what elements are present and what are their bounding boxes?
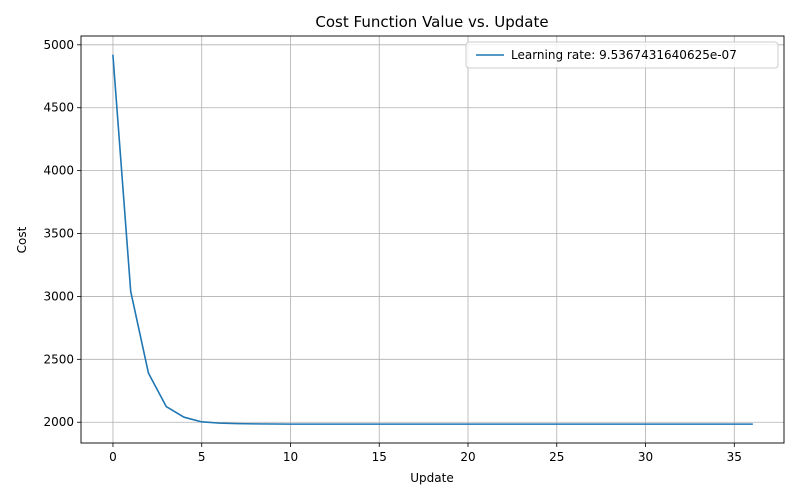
y-tick-label: 2000 — [43, 415, 74, 429]
y-tick-label: 4500 — [43, 101, 74, 115]
ticks-layer: 0 5 10 15 20 25 30 35 2000 2500 3000 3500 4000 4500 50… — [43, 38, 741, 464]
grid-layer — [81, 36, 784, 443]
y-axis-label: Cost — [15, 226, 29, 253]
chart-title: Cost Function Value vs. Update — [315, 13, 548, 31]
series-line — [112, 54, 753, 425]
data-point — [538, 423, 540, 425]
data-point — [520, 423, 522, 425]
data-point — [431, 423, 433, 425]
x-tick-label: 25 — [549, 450, 564, 464]
data-point — [609, 423, 611, 425]
data-point — [485, 423, 487, 425]
data-point — [502, 423, 504, 425]
data-point — [325, 423, 327, 425]
legend-box — [465, 41, 779, 69]
data-point — [467, 423, 469, 425]
x-axis-label: Update — [410, 471, 453, 485]
data-point — [644, 423, 646, 425]
data-point — [201, 421, 203, 423]
data-point — [236, 422, 238, 424]
data-point — [289, 423, 291, 425]
y-tick-label: 2500 — [43, 352, 74, 366]
x-tick-label: 20 — [460, 450, 475, 464]
data-point — [165, 405, 167, 407]
x-tick-label: 30 — [638, 450, 653, 464]
data-point — [218, 422, 220, 424]
legend: Learning rate: 9.5367431640625e-07 — [465, 41, 779, 69]
data-point — [414, 423, 416, 425]
data-point — [254, 423, 256, 425]
y-tick-label: 4000 — [43, 164, 74, 178]
y-tick-label: 5000 — [43, 38, 74, 52]
data-point — [272, 423, 274, 425]
data-point — [556, 423, 558, 425]
x-tick-label: 0 — [109, 450, 117, 464]
data-point — [112, 54, 114, 56]
data-point — [378, 423, 380, 425]
data-point — [591, 423, 593, 425]
legend-label: Learning rate: 9.5367431640625e-07 — [511, 48, 737, 62]
data-point — [573, 423, 575, 425]
data-point — [698, 423, 700, 425]
x-tick-label: 5 — [198, 450, 206, 464]
series-layer — [112, 54, 753, 425]
data-point — [733, 423, 735, 425]
plot-area-frame — [80, 35, 785, 444]
data-point — [680, 423, 682, 425]
data-point — [449, 423, 451, 425]
data-point — [307, 423, 309, 425]
data-point — [662, 423, 664, 425]
data-point — [183, 416, 185, 418]
data-point — [627, 423, 629, 425]
x-tick-label: 10 — [283, 450, 298, 464]
y-tick-label: 3500 — [43, 227, 74, 241]
data-point — [147, 372, 149, 374]
data-point — [130, 290, 132, 292]
data-point — [343, 423, 345, 425]
x-tick-label: 35 — [727, 450, 742, 464]
data-point — [396, 423, 398, 425]
data-point — [751, 423, 753, 425]
data-point — [360, 423, 362, 425]
y-tick-label: 3000 — [43, 289, 74, 303]
x-tick-label: 15 — [372, 450, 387, 464]
data-point — [715, 423, 717, 425]
